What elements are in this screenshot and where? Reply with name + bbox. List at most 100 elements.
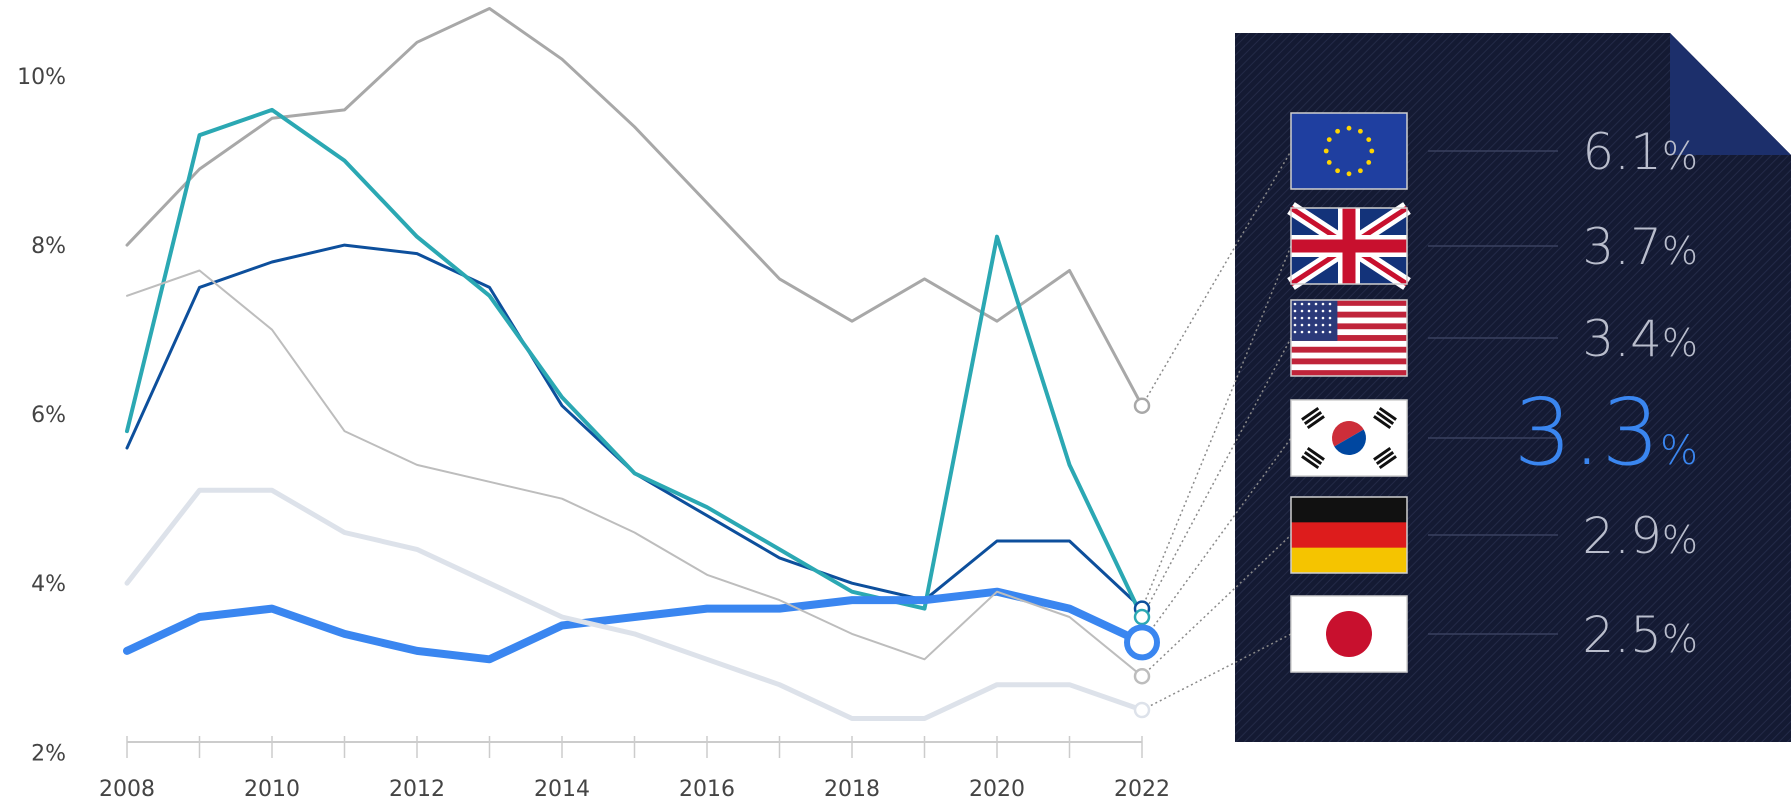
us-star: [1300, 309, 1304, 313]
us-star: [1293, 309, 1297, 313]
endpoint-kr: [1124, 624, 1160, 661]
us-stripe: [1291, 300, 1407, 307]
eu-star: [1369, 148, 1375, 154]
flag-border: [1290, 399, 1408, 477]
jp-sun: [1326, 611, 1372, 657]
legend-unit: %: [1660, 428, 1698, 474]
connector-de: [1141, 534, 1292, 677]
kr-trigram-bar: [1378, 406, 1397, 421]
us-star: [1307, 302, 1311, 306]
de-flag: [1290, 496, 1408, 574]
us-star: [1328, 330, 1332, 334]
us-stripe: [1291, 346, 1407, 353]
legend-value-kr: 3.3%: [1514, 379, 1698, 486]
kr-trigram-bar: [1306, 415, 1325, 430]
us-star: [1300, 323, 1304, 327]
de-stripe-red: [1291, 522, 1407, 549]
x-tick-label: 2018: [824, 777, 880, 802]
uk-flag: [1287, 202, 1411, 290]
us-flag: [1290, 299, 1408, 377]
us-stripe: [1291, 352, 1407, 359]
y-tick-label: 6%: [31, 403, 66, 428]
series-line-kr: [123, 587, 1146, 664]
us-stripe: [1291, 317, 1407, 324]
series-line-eu: [125, 7, 1144, 408]
legend-unit: %: [1662, 518, 1698, 562]
legend-value-uk: 3.7%: [1582, 218, 1698, 276]
us-star: [1328, 316, 1332, 320]
eu-star: [1358, 168, 1363, 174]
legend-value-us: 3.4%: [1582, 310, 1698, 368]
x-tick-label: 2022: [1114, 777, 1170, 802]
connector-eu: [1141, 150, 1292, 407]
us-star: [1321, 316, 1325, 320]
jp-flag: [1290, 595, 1408, 673]
legend-item-kr: 3.3%: [1290, 379, 1698, 486]
us-stripe: [1291, 323, 1407, 330]
kr-trigram-bar: [1375, 451, 1395, 465]
us-star: [1307, 323, 1311, 327]
us-star: [1300, 330, 1304, 334]
eu-star: [1323, 148, 1329, 154]
y-axis-labels: 2% 4% 6% 8% 10%: [17, 65, 66, 766]
us-star: [1321, 323, 1325, 327]
kr-taeguk-red: [1332, 421, 1364, 447]
eu-star: [1366, 137, 1372, 143]
legend: 6.1%3.7%3.4%3.3%2.9%2.5%: [1287, 112, 1698, 673]
legend-value-jp: 2.5%: [1582, 606, 1698, 664]
series-endpoints: [1124, 397, 1160, 719]
kr-trigram-bar: [1303, 451, 1323, 465]
us-star: [1293, 316, 1297, 320]
us-star: [1328, 323, 1332, 327]
legend-unit: %: [1662, 229, 1698, 273]
us-stripe: [1291, 340, 1407, 348]
flag-border: [1290, 207, 1408, 285]
series-line-uk: [125, 243, 1144, 611]
kr-trigram-bar: [1301, 406, 1320, 421]
connector-uk: [1141, 245, 1292, 609]
endpoint-jp: [1133, 701, 1151, 719]
flag-border: [1290, 112, 1408, 190]
legend-unit: %: [1662, 134, 1698, 178]
eu-flag-field: [1291, 113, 1407, 189]
y-tick-label: 10%: [17, 65, 66, 90]
legend-item-eu: 6.1%: [1290, 112, 1698, 190]
kr-trigram-bar: [1301, 455, 1320, 470]
us-star: [1321, 330, 1325, 334]
series-line-de: [126, 269, 1143, 678]
legend-item-uk: 3.7%: [1287, 202, 1698, 290]
eu-star: [1326, 137, 1332, 143]
x-tick-label: 2012: [389, 777, 445, 802]
eu-star: [1358, 128, 1363, 134]
kr-trigram-bar: [1303, 411, 1323, 425]
us-stripe: [1291, 364, 1407, 371]
endpoint-us: [1133, 608, 1151, 626]
us-stripe: [1291, 335, 1407, 342]
flag-border: [1290, 299, 1408, 377]
legend-number: 3.7: [1582, 218, 1662, 276]
us-stripe: [1291, 370, 1407, 377]
y-tick-label: 8%: [31, 234, 66, 259]
us-star: [1293, 302, 1297, 306]
us-stripe: [1291, 358, 1407, 365]
eu-star: [1335, 128, 1340, 134]
x-tick-label: 2010: [244, 777, 300, 802]
series-line-jp: [124, 487, 1145, 721]
legend-item-jp: 2.5%: [1290, 595, 1698, 673]
legend-number: 3.4: [1582, 310, 1662, 368]
us-star: [1300, 302, 1304, 306]
eu-star: [1346, 171, 1352, 177]
legend-number: 2.9: [1582, 507, 1662, 565]
us-canton: [1291, 300, 1338, 341]
endpoint-de: [1133, 667, 1151, 685]
us-stripe: [1291, 329, 1407, 336]
de-stripe-black: [1291, 497, 1407, 523]
y-tick-label: 4%: [31, 572, 66, 597]
us-star: [1314, 316, 1318, 320]
us-star: [1321, 302, 1325, 306]
us-stripe: [1291, 311, 1407, 318]
kr-trigram-bar: [1306, 446, 1325, 461]
kr-trigram-bar: [1373, 446, 1392, 461]
legend-unit: %: [1662, 321, 1698, 365]
eu-star: [1366, 160, 1372, 165]
